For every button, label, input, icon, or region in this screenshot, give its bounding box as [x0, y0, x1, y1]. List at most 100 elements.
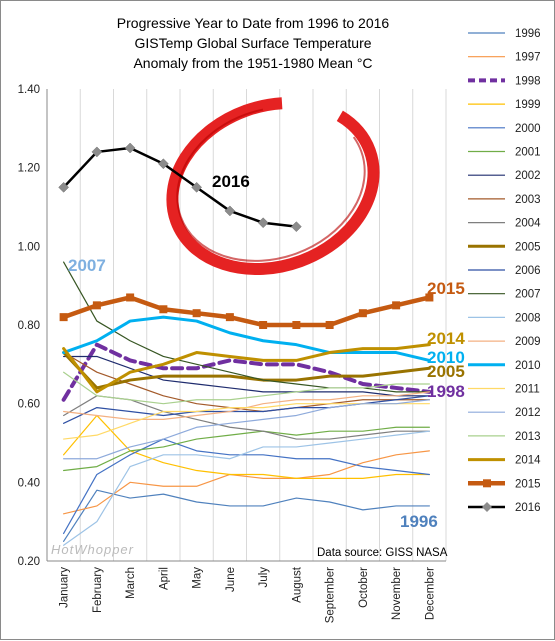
marker-2015: [259, 321, 268, 329]
legend-label-2005: 2005: [515, 241, 541, 253]
x-tick-label: June: [225, 567, 237, 592]
marker-2015: [225, 313, 234, 322]
series-line-2008: [63, 430, 430, 546]
marker-2015: [392, 301, 401, 310]
x-tick-label: September: [325, 567, 337, 623]
annotation-label-2010: 2010: [427, 348, 465, 367]
series-line-1996: [63, 489, 430, 542]
legend-label-2002: 2002: [515, 170, 541, 182]
red-circle-inner: [176, 106, 366, 262]
x-tick-label: December: [424, 567, 436, 620]
series-line-2012: [63, 399, 430, 460]
legend-label-2011: 2011: [515, 384, 540, 396]
legend-label-1998: 1998: [515, 75, 541, 87]
marker-2016: [58, 181, 69, 193]
annotation-label-2005: 2005: [427, 362, 465, 381]
red-circle-outer: [166, 96, 380, 276]
series-line-2007: [63, 261, 430, 393]
series-line-1997: [63, 450, 430, 515]
y-axis-ticks: 0.20 0.40 0.60 0.80 1.00 1.20 1.40: [18, 84, 40, 568]
marker-2016: [158, 158, 169, 170]
marker-2015: [425, 293, 434, 302]
legend-label-2014: 2014: [515, 455, 541, 467]
legend-label-1999: 1999: [515, 99, 541, 111]
legend-label-2010: 2010: [515, 360, 541, 372]
marker-2016: [257, 217, 269, 229]
legend-label-2001: 2001: [515, 147, 541, 159]
legend-label-2006: 2006: [515, 265, 541, 277]
y-tick-label: 0.40: [18, 477, 40, 489]
legend-label-2012: 2012: [515, 407, 541, 419]
x-tick-label: November: [391, 567, 403, 620]
series-line-2013: [63, 371, 430, 405]
x-tick-label: January: [59, 567, 71, 608]
legend-label-2007: 2007: [515, 289, 541, 301]
marker-2016: [224, 205, 236, 217]
x-tick-label: April: [158, 567, 170, 590]
series-line-2014: [62, 343, 431, 394]
legend-label-2004: 2004: [515, 218, 541, 230]
x-tick-label: August: [291, 566, 303, 603]
title-line-2: GISTemp Global Surface Temperature: [134, 35, 371, 51]
y-tick-label: 1.20: [18, 163, 40, 175]
series-line-2015: [61, 295, 432, 328]
marker-2015: [59, 313, 68, 322]
y-tick-label: 0.20: [18, 556, 40, 568]
legend-label-2003: 2003: [515, 194, 541, 206]
x-tick-label: March: [125, 567, 137, 599]
x-axis-ticks: January February March April May June July Augu…: [59, 566, 437, 623]
series-line-1998: [61, 342, 432, 402]
watermark: HotWhopper: [51, 542, 134, 557]
marker-2015: [325, 321, 334, 329]
marker-2015: [92, 301, 101, 310]
series-line-2006: [63, 395, 430, 424]
series-line-2002: [63, 355, 430, 397]
legend-label-2000: 2000: [515, 123, 541, 135]
legend-marker-2016: [482, 502, 492, 512]
y-tick-label: 0.60: [18, 399, 40, 411]
annotation-label-1996: 1996: [400, 512, 438, 531]
red-circle-highlight: [166, 96, 380, 276]
y-tick-label: 1.40: [18, 84, 40, 96]
marker-2015: [192, 309, 201, 318]
y-tick-label: 1.00: [18, 241, 40, 253]
legend-label-2009: 2009: [515, 336, 541, 348]
y-tick-label: 0.80: [18, 320, 40, 332]
annotation-label-2016: 2016: [212, 172, 250, 191]
legend-label-2015: 2015: [515, 478, 541, 490]
legend-marker-2015: [483, 479, 491, 488]
marker-2016: [91, 146, 103, 158]
legend: 1996 1997 1998 1999 2000 2001 2002 2003 2004 2005…: [468, 28, 541, 514]
legend-label-2013: 2013: [515, 431, 541, 443]
marker-2015: [292, 321, 301, 329]
annotation-label-2007: 2007: [68, 256, 106, 275]
series-line-2016: [62, 146, 298, 228]
annotation-label-2015: 2015: [427, 279, 465, 298]
data-source: Data source: GISS NASA: [317, 547, 448, 559]
legend-label-2008: 2008: [515, 312, 541, 324]
marker-2016: [191, 181, 202, 193]
x-tick-label: July: [258, 567, 270, 588]
series-line-2000: [63, 438, 430, 535]
title-line-3: Anomaly from the 1951-1980 Mean °C: [133, 55, 372, 71]
x-tick-label: May: [192, 567, 204, 589]
series-line-1999: [63, 414, 430, 479]
series-line-2010: [62, 315, 431, 362]
gridlines: [46, 89, 447, 561]
series-lines: [61, 261, 432, 546]
marker-2016: [291, 221, 302, 233]
series-line-2001: [63, 426, 430, 472]
title-line-1: Progressive Year to Date from 1996 to 20…: [117, 15, 390, 31]
marker-2016: [124, 142, 136, 154]
legend-label-1996: 1996: [515, 28, 541, 40]
series-line-2005: [62, 351, 431, 390]
axes: [46, 89, 446, 562]
marker-2015: [358, 309, 367, 318]
legend-label-1997: 1997: [515, 52, 541, 64]
legend-label-2016: 2016: [515, 502, 541, 514]
marker-2015: [126, 293, 135, 302]
annotation-label-2014: 2014: [427, 329, 465, 348]
marker-2015: [159, 305, 168, 314]
